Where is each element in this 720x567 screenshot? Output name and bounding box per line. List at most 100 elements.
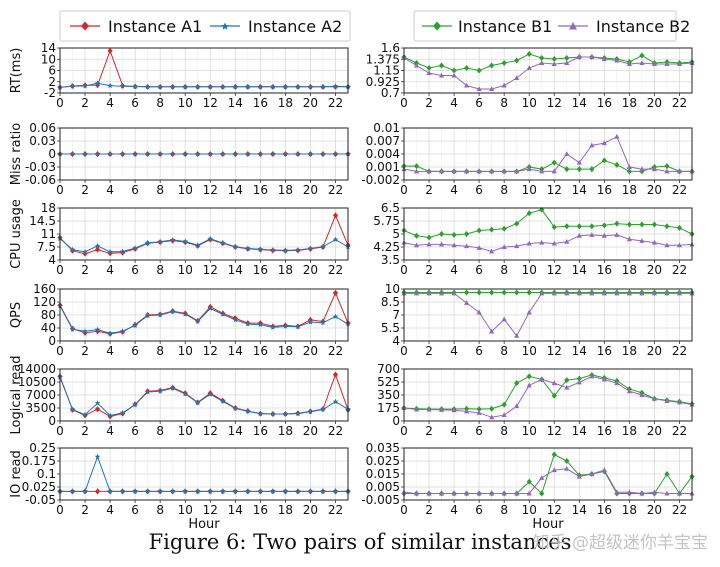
data-point-instance-b1	[564, 377, 570, 384]
data-point-instance-b2	[426, 490, 432, 496]
data-point-instance-b2	[626, 236, 632, 242]
x-tick-label: 22	[328, 183, 343, 197]
x-tick-label: 14	[228, 344, 243, 358]
data-point-instance-a2	[282, 323, 289, 329]
x-tick-label: 18	[278, 344, 293, 358]
x-tick-label: 6	[475, 263, 483, 277]
data-point-instance-a2	[69, 406, 76, 412]
data-point-instance-b2	[426, 241, 432, 247]
data-point-instance-b2	[539, 475, 545, 480]
x-tick-label: 8	[156, 263, 164, 277]
y-tick-label: 0	[392, 414, 400, 428]
x-tick-label: 18	[622, 424, 637, 438]
data-point-instance-a2	[232, 405, 239, 411]
data-point-instance-a2	[169, 488, 176, 494]
data-point-instance-b2	[438, 407, 445, 412]
y-tick-label: 7000	[25, 388, 56, 402]
x-tick-label: 22	[672, 263, 687, 277]
data-point-instance-a2	[157, 388, 164, 394]
x-tick-label: 20	[303, 183, 318, 197]
y-tick-label: 0.03	[29, 134, 56, 148]
data-point-instance-a2	[219, 311, 226, 317]
x-tick-label: 14	[228, 263, 243, 277]
data-point-instance-a2	[244, 488, 251, 494]
data-point-instance-b1	[489, 405, 495, 412]
x-tick-label: 18	[622, 183, 637, 197]
data-point-instance-b2	[539, 60, 545, 65]
data-point-instance-b2	[501, 82, 507, 88]
data-point-instance-b1	[526, 373, 532, 380]
x-tick-label: 10	[522, 344, 537, 358]
data-point-instance-b1	[564, 458, 570, 464]
data-point-instance-b1	[589, 223, 595, 230]
data-point-instance-b1	[651, 221, 658, 228]
data-point-instance-b2	[601, 56, 607, 61]
data-point-instance-a2	[82, 328, 88, 334]
data-point-instance-b1	[451, 67, 457, 74]
data-point-instance-a2	[119, 248, 126, 254]
data-point-instance-a2	[244, 245, 251, 251]
data-point-instance-a2	[144, 488, 151, 494]
data-point-instance-b2	[526, 65, 532, 70]
x-tick-label: 2	[425, 503, 433, 517]
data-point-instance-b1	[476, 67, 482, 74]
x-tick-label: 14	[572, 344, 587, 358]
series-line-instance-b1	[403, 53, 693, 72]
data-point-instance-a2	[119, 488, 126, 494]
y-tick-label: 0.035	[366, 441, 400, 455]
data-point-instance-b2	[589, 232, 595, 237]
data-point-instance-b2	[639, 490, 645, 496]
x-tick-label: 2	[81, 183, 89, 197]
data-point-instance-b2	[614, 489, 620, 495]
data-point-instance-b2	[551, 290, 557, 296]
data-point-instance-b2	[413, 406, 420, 412]
x-tick-label: 8	[156, 96, 164, 110]
x-tick-label: 2	[425, 424, 433, 438]
y-tick-label: 0.7	[381, 86, 400, 100]
x-tick-label: 10	[178, 503, 193, 517]
legend-left-frame	[59, 10, 351, 42]
x-tick-label: 2	[81, 96, 89, 110]
data-point-instance-a2	[295, 151, 301, 157]
x-tick-label: 6	[131, 96, 139, 110]
legend-right-frame	[413, 10, 677, 42]
x-tick-label: 8	[500, 503, 508, 517]
data-point-instance-a2	[107, 248, 113, 255]
data-point-instance-a2	[132, 151, 138, 157]
x-tick-label: 0	[56, 424, 64, 438]
data-point-instance-b1	[514, 220, 520, 227]
x-tick-label: 8	[156, 344, 164, 358]
chart-b-io: 0 2 4 6 8 10 12 14 16 18 20 22 -0.0050.0050.0150.025…	[361, 441, 695, 532]
x-tick-label: 0	[400, 96, 408, 110]
x-tick-label: 10	[178, 96, 193, 110]
data-point-instance-a2	[307, 151, 314, 157]
data-point-instance-b1	[664, 163, 670, 170]
data-point-instance-a2	[257, 321, 264, 328]
data-point-instance-a2	[82, 488, 88, 494]
y-tick-label: 2	[48, 75, 56, 89]
data-point-instance-b2	[501, 490, 507, 496]
data-point-instance-b2	[576, 159, 582, 165]
data-point-instance-b2	[651, 395, 658, 401]
y-tick-label: 0	[48, 334, 56, 348]
y-tick-label: -0.06	[25, 173, 56, 187]
x-tick-label: 8	[156, 503, 164, 517]
data-point-instance-b1	[501, 289, 507, 296]
y-tick-label: 0.005	[366, 480, 400, 494]
x-tick-label: 2	[425, 96, 433, 110]
x-tick-label: 14	[572, 183, 587, 197]
x-tick-label: 14	[228, 183, 243, 197]
data-point-instance-b2	[501, 244, 507, 249]
data-point-instance-a2	[257, 246, 264, 252]
x-tick-label: 22	[328, 503, 343, 517]
data-point-instance-b2	[514, 403, 520, 409]
data-point-instance-a2	[270, 83, 276, 90]
data-point-instance-b1	[526, 210, 532, 217]
data-point-instance-a2	[320, 151, 326, 157]
chart-a-miss: 0 2 4 6 8 10 12 14 16 18 20 22-0.06-0.0300.030.06Mi…	[9, 121, 351, 197]
data-point-instance-a2	[295, 83, 301, 90]
y-tick-label: 0.1	[37, 467, 56, 481]
data-point-instance-b2	[501, 412, 507, 418]
data-point-instance-b2	[601, 232, 607, 238]
